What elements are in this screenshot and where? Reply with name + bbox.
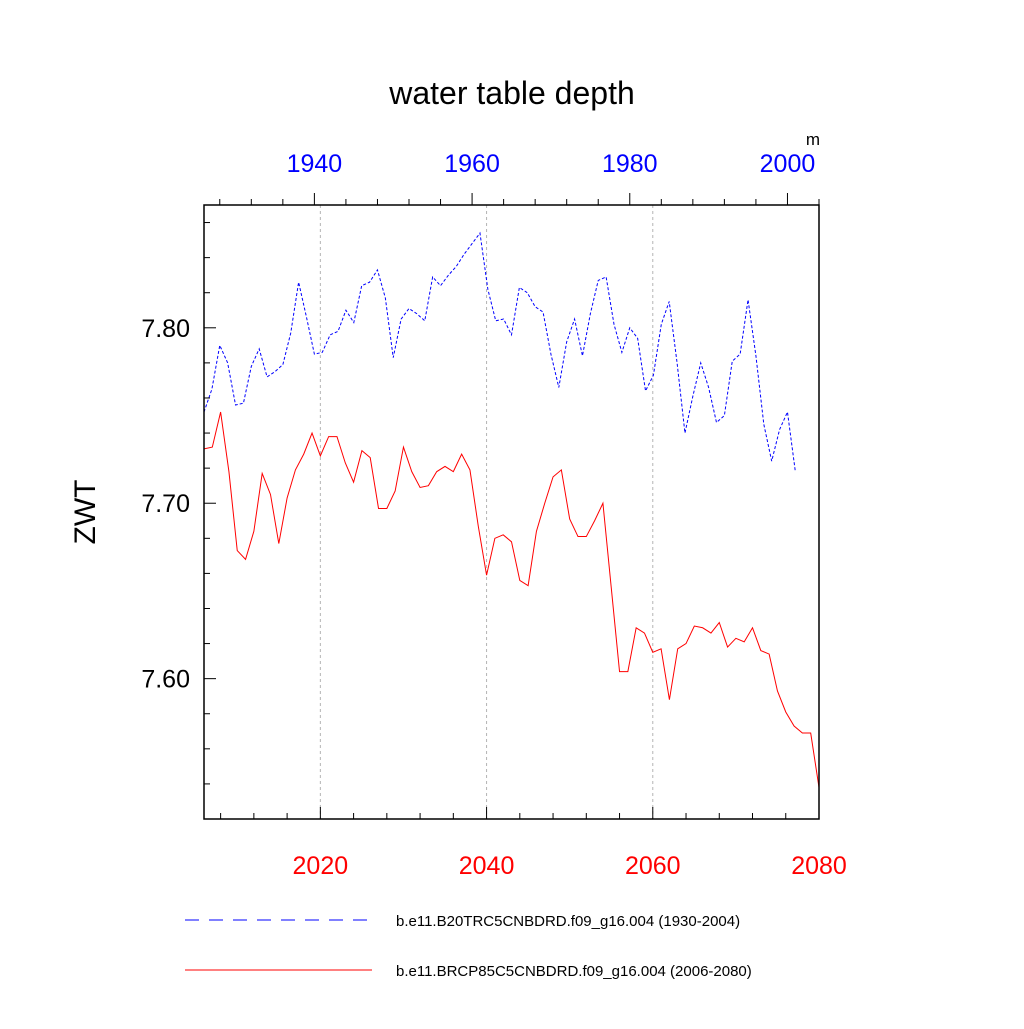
series-lines bbox=[203, 231, 820, 788]
series-line-rcp85 bbox=[203, 411, 820, 788]
units-label: m bbox=[806, 130, 820, 149]
y-tick-label-7.70: 7.70 bbox=[141, 490, 190, 518]
bottom-tick-label-2060: 2060 bbox=[625, 852, 681, 880]
bottom-tick-label-2020: 2020 bbox=[293, 852, 349, 880]
series-line-historical bbox=[203, 231, 796, 472]
top-tick-label-1980: 1980 bbox=[602, 150, 658, 178]
legend-label-historical: b.e11.B20TRC5CNBDRD.f09_g16.004 (1930-20… bbox=[396, 913, 740, 930]
y-axis-label: ZWT bbox=[69, 480, 102, 545]
top-tick-label-1940: 1940 bbox=[287, 150, 343, 178]
axis-ticks bbox=[204, 193, 820, 820]
y-tick-label-7.60: 7.60 bbox=[141, 666, 190, 694]
bottom-tick-label-2080: 2080 bbox=[791, 852, 847, 880]
top-tick-label-2000: 2000 bbox=[760, 150, 816, 178]
vertical-gridlines bbox=[319, 205, 654, 819]
legend: b.e11.B20TRC5CNBDRD.f09_g16.004 (1930-20… bbox=[185, 913, 752, 980]
tick-labels: 7.60 7.70 7.80 2020 2040 2060 2080 1940 1960 1980… bbox=[141, 150, 846, 880]
bottom-tick-label-2040: 2040 bbox=[459, 852, 515, 880]
y-tick-label-7.80: 7.80 bbox=[141, 315, 190, 343]
top-tick-label-1960: 1960 bbox=[444, 150, 500, 178]
legend-label-rcp85: b.e11.BRCP85C5CNBDRD.f09_g16.004 (2006-2… bbox=[396, 963, 752, 980]
plot-frame bbox=[203, 204, 820, 820]
chart-title: water table depth bbox=[388, 75, 635, 111]
